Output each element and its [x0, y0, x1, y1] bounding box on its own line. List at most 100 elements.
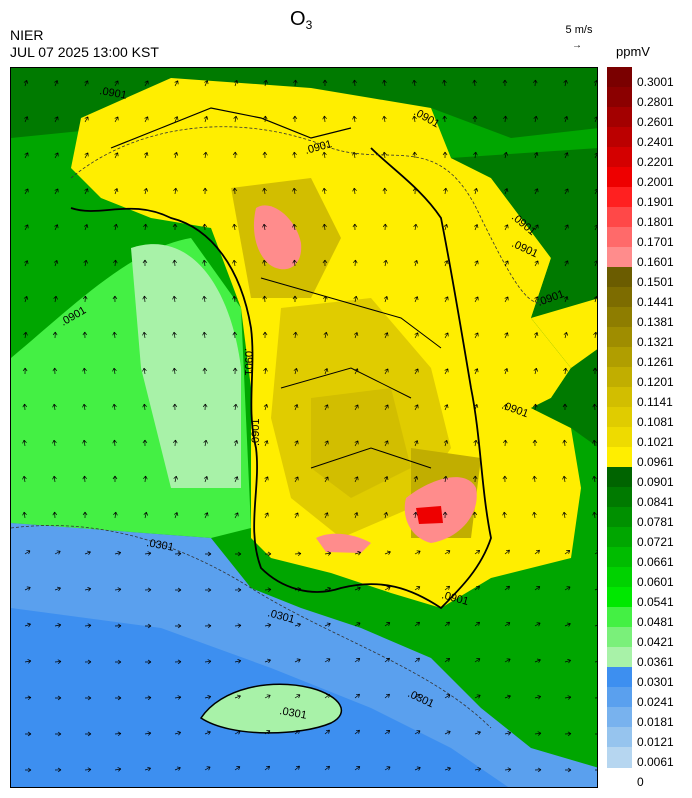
wind-arrow-icon [174, 730, 182, 736]
wind-arrow-icon [324, 368, 329, 375]
wind-arrow-icon [504, 224, 509, 231]
wind-arrow-icon [172, 331, 177, 339]
wind-arrow-icon [593, 295, 597, 303]
wind-arrow-field [22, 79, 597, 773]
wind-arrow-icon [592, 403, 597, 411]
colorbar-tick-label: 0.1381 [637, 315, 674, 329]
colorbar-swatch [607, 147, 632, 168]
title-main: O [290, 8, 306, 30]
colorbar-swatch [607, 107, 632, 128]
wind-arrow-icon [294, 658, 301, 663]
wind-arrow-icon [562, 403, 568, 411]
wind-arrow-icon [53, 295, 58, 303]
wind-arrow-icon [474, 621, 481, 627]
unit-label: ppmV [616, 44, 650, 59]
wind-arrow-icon [113, 223, 118, 231]
wind-arrow-icon [24, 659, 32, 664]
wind-arrow-icon [24, 695, 32, 701]
wind-arrow-icon [262, 187, 267, 195]
wind-arrow-icon [234, 730, 241, 735]
wind-arrow-icon [473, 439, 478, 447]
wind-arrow-icon [294, 622, 301, 628]
wind-arrow-icon [202, 403, 208, 411]
wind-arrow-icon [324, 765, 330, 771]
wind-arrow-icon [382, 187, 388, 195]
wind-arrow-icon [563, 367, 568, 375]
wind-arrow-icon [534, 694, 542, 700]
wind-arrow-icon [413, 475, 419, 483]
wind-arrow-icon [173, 151, 179, 159]
colorbar-swatch [607, 687, 632, 708]
wind-arrow-icon [292, 223, 297, 231]
wind-arrow-icon [172, 367, 177, 375]
wind-arrow-icon [293, 79, 298, 87]
wind-arrow-icon [532, 439, 538, 447]
wind-arrow-icon [594, 152, 597, 159]
wind-arrow-icon [532, 475, 537, 483]
wind-arrow-icon [592, 511, 597, 519]
wind-arrow-icon [354, 622, 361, 627]
wind-arrow-icon [84, 731, 92, 737]
wind-arrow-icon [414, 730, 421, 735]
wind-arrow-icon [444, 332, 449, 339]
contour-label: .0301 [278, 705, 307, 722]
wind-arrow-icon [114, 731, 122, 737]
wind-arrow-icon [52, 439, 57, 447]
wind-arrow-icon [142, 259, 148, 267]
wind-arrow-icon [112, 403, 117, 411]
colorbar-tick-label: 0.1801 [637, 215, 674, 229]
wind-arrow-icon [174, 659, 182, 665]
wind-arrow-icon [84, 695, 92, 701]
wind-arrow-icon [564, 695, 572, 700]
wind-arrow-icon [202, 259, 207, 267]
wind-arrow-icon [234, 659, 242, 664]
wind-arrow-icon [294, 765, 300, 771]
colorbar-labels: 0.3001 0.2801 0.2601 0.2401 0.2201 0.2001 0.19… [637, 67, 692, 788]
wind-arrow-icon [144, 587, 152, 593]
colorbar-tick-label: 0.1081 [637, 415, 674, 429]
wind-arrow-icon [114, 767, 122, 772]
wind-arrow-icon [294, 694, 301, 699]
wind-arrow-icon [24, 152, 29, 159]
colorbar-tick-label: 0.1321 [637, 335, 674, 349]
wind-arrow-icon [384, 657, 390, 663]
wind-arrow-icon [322, 151, 327, 159]
wind-arrow-icon [412, 115, 417, 123]
wind-arrow-icon [82, 367, 87, 375]
hotspot-northwest [253, 205, 302, 270]
wind-arrow-icon [504, 549, 510, 555]
wind-arrow-icon [83, 224, 89, 231]
wind-arrow-icon [413, 260, 419, 267]
wind-arrow-icon [202, 331, 207, 339]
wind-arrow-icon [474, 549, 481, 555]
wind-arrow-icon [503, 368, 509, 375]
wind-arrow-icon [113, 511, 118, 519]
colorbar-swatch [607, 87, 632, 108]
wind-arrow-icon [173, 187, 178, 195]
wind-arrow-icon [443, 187, 448, 195]
colorbar-swatch [607, 207, 632, 228]
wind-arrow-icon [172, 259, 177, 267]
wind-arrow-icon [173, 475, 178, 483]
colorbar-swatch [607, 427, 632, 448]
wind-arrow-icon [444, 730, 451, 735]
colorbar-swatch [607, 407, 632, 428]
wind-arrow-icon [144, 551, 152, 556]
east-sea-dark-green-zone [451, 148, 597, 447]
wind-arrow-icon [84, 550, 91, 555]
wind-arrow-icon [383, 296, 389, 303]
wind-arrow-icon [444, 621, 450, 627]
wind-arrow-icon [54, 80, 59, 87]
colorbar-swatch [607, 707, 632, 728]
wind-arrow-icon [174, 80, 179, 87]
wind-arrow-icon [564, 586, 571, 591]
wind-arrow-icon [22, 511, 27, 519]
wind-arrow-icon [324, 586, 332, 592]
wind-arrow-icon [263, 403, 269, 411]
wind-arrow-icon [293, 331, 298, 339]
wind-arrow-icon [54, 586, 61, 592]
wind-arrow-icon [502, 79, 508, 87]
wind-arrow-icon [414, 440, 419, 447]
wind-arrow-icon [504, 296, 509, 303]
wind-arrow-icon [352, 223, 358, 231]
